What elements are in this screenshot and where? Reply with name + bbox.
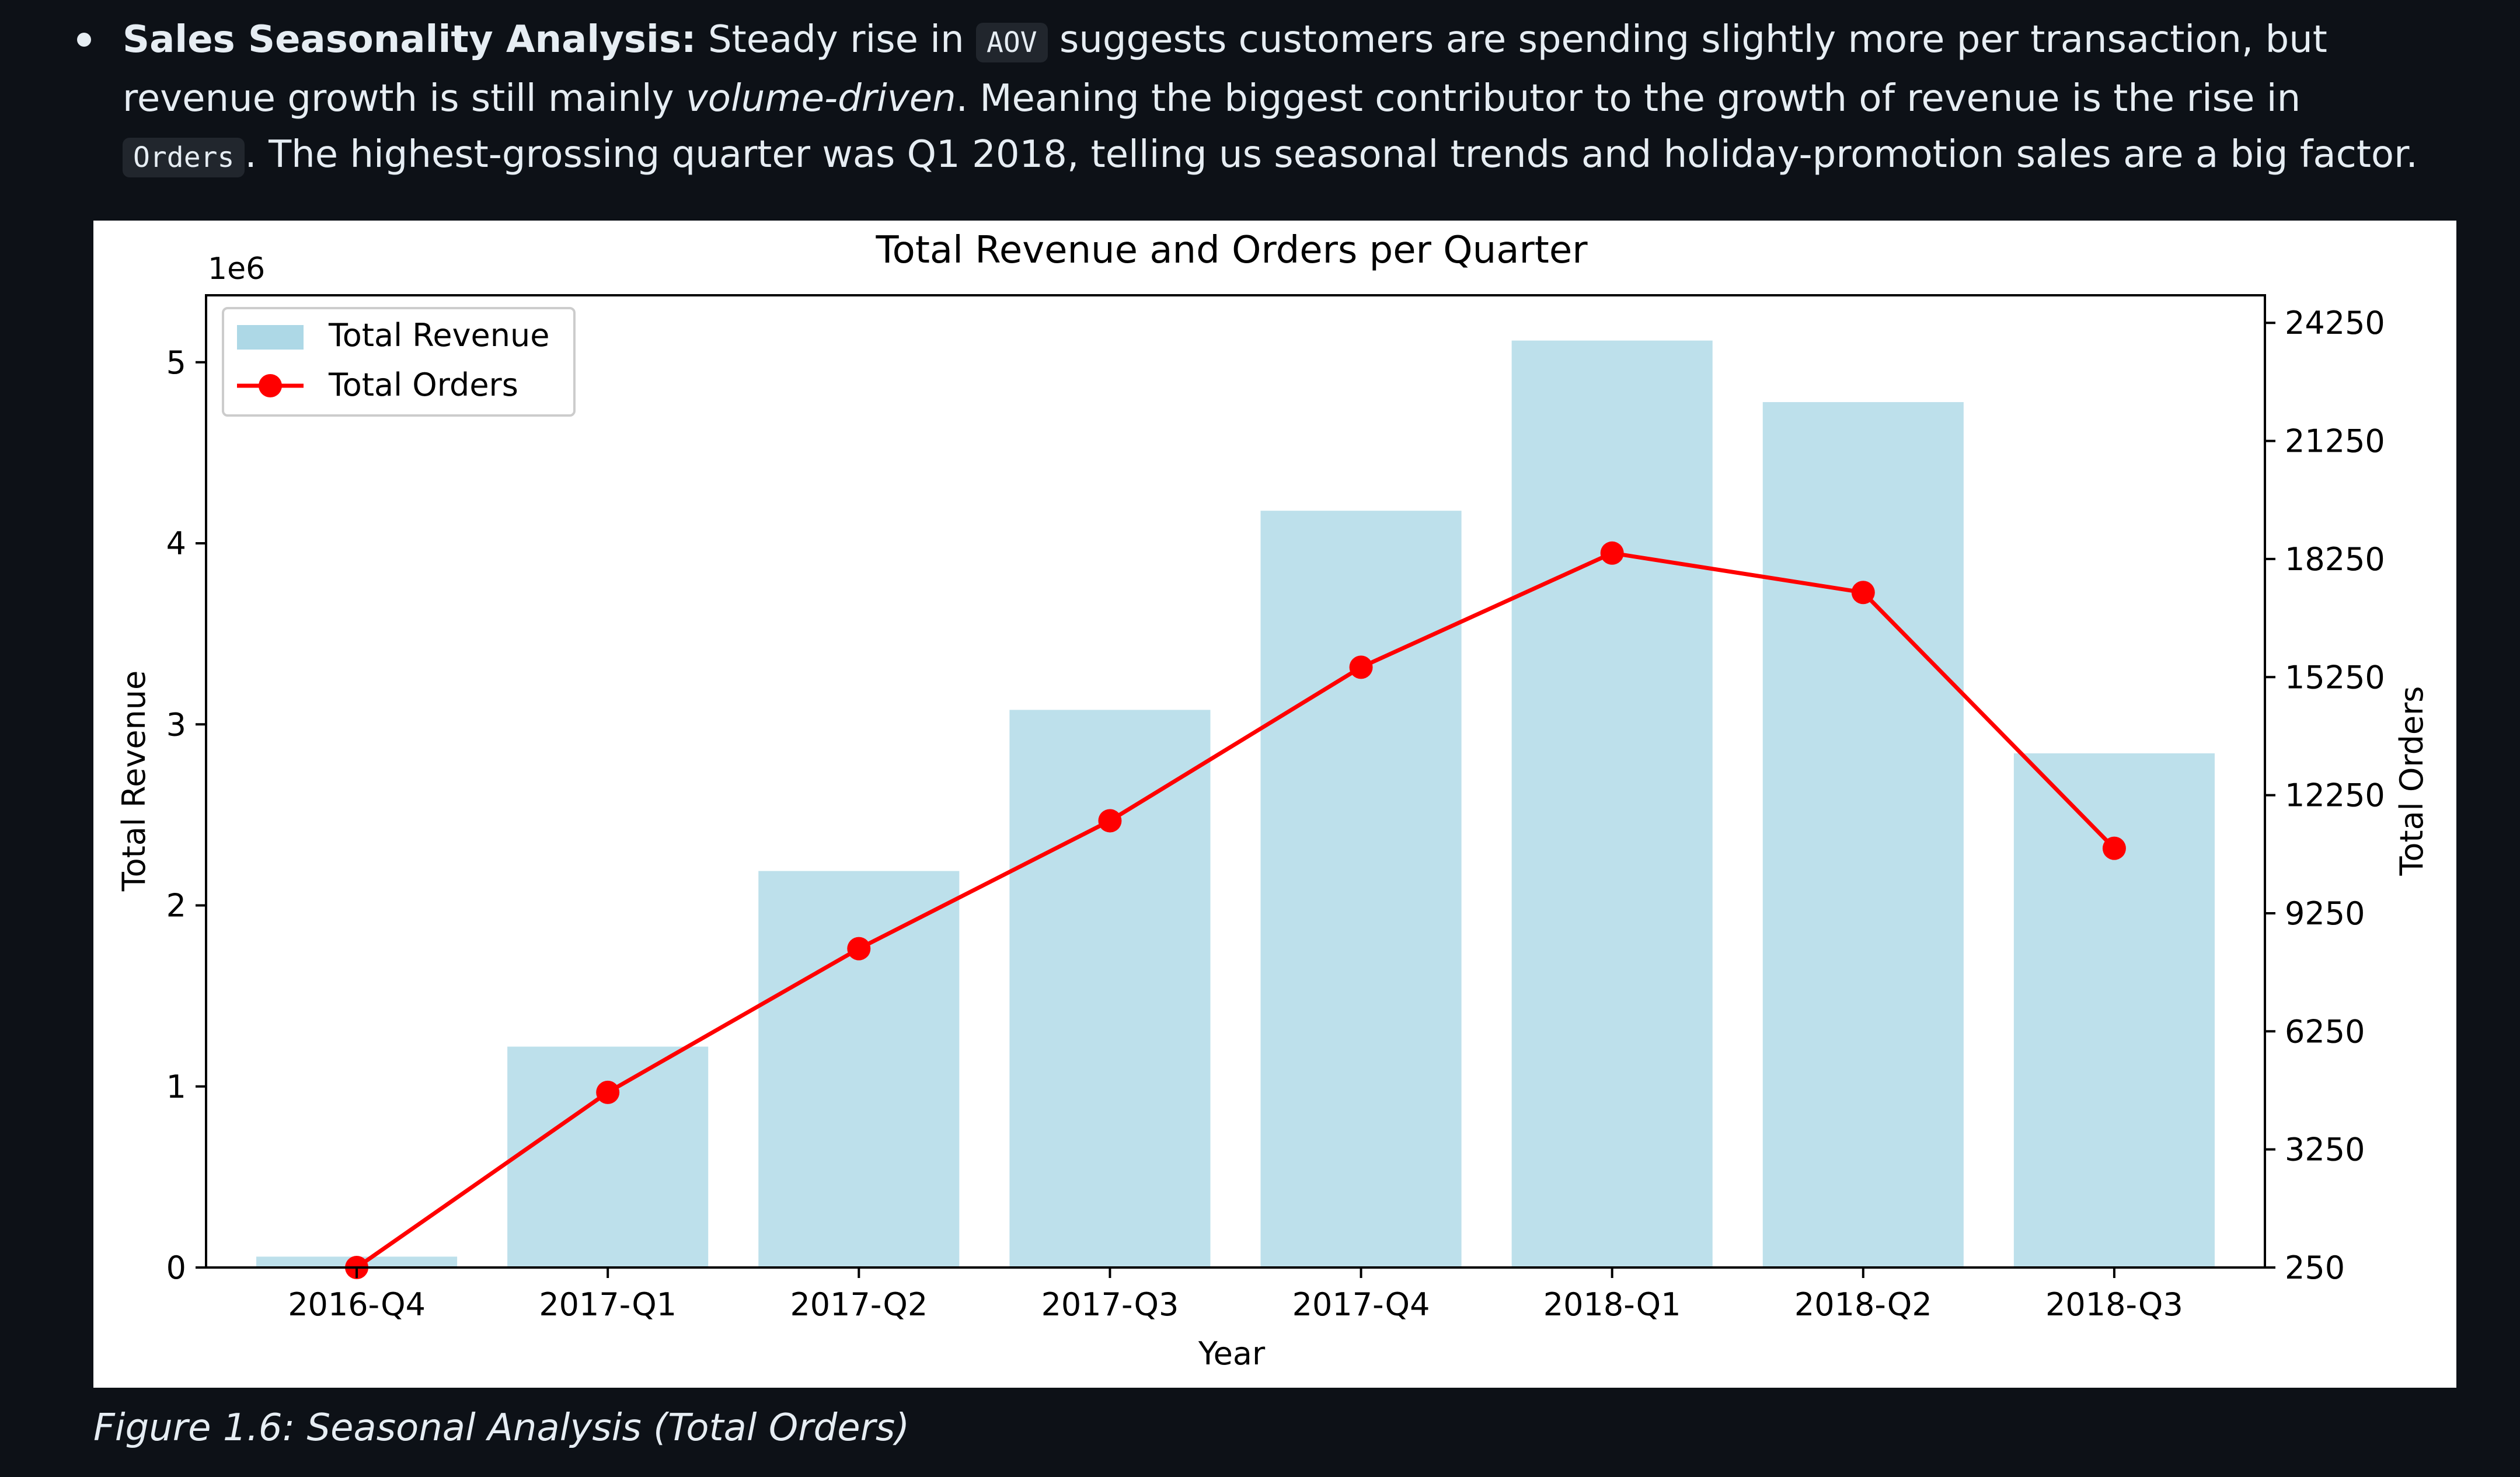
revenue-bar bbox=[1260, 511, 1462, 1268]
chart-figure: Total Revenue and Orders per Quarter 1e6… bbox=[93, 221, 2456, 1388]
orders-point bbox=[1851, 581, 1875, 605]
revenue-bar bbox=[1762, 402, 1964, 1268]
y-tick-label-right: 24250 bbox=[2285, 305, 2385, 341]
legend-orders-marker bbox=[259, 374, 282, 397]
y-tick-label-left: 5 bbox=[166, 344, 186, 381]
y-tick-label-left: 2 bbox=[166, 888, 186, 924]
revenue-bar bbox=[2013, 753, 2215, 1268]
code-aov: AOV bbox=[975, 23, 1048, 62]
orders-point bbox=[1600, 541, 1624, 565]
text-run-2: suggests customers are spending slightly… bbox=[123, 18, 2327, 120]
y-tick-label-right: 9250 bbox=[2285, 895, 2365, 932]
orders-point bbox=[1098, 809, 1122, 833]
y-tick-label-right: 6250 bbox=[2285, 1013, 2365, 1050]
y-tick-label-left: 0 bbox=[166, 1249, 186, 1286]
chart-svg: Total Revenue and Orders per Quarter 1e6… bbox=[116, 229, 2430, 1372]
legend-frame bbox=[222, 307, 576, 417]
y-tick-label-right: 250 bbox=[2285, 1249, 2345, 1286]
x-tick-label: 2018-Q3 bbox=[2045, 1286, 2183, 1323]
chart-title: Total Revenue and Orders per Quarter bbox=[875, 229, 1588, 272]
y-tick-label-left: 3 bbox=[166, 706, 186, 743]
x-tick-label: 2017-Q1 bbox=[539, 1286, 677, 1323]
y-tick-label-right: 21250 bbox=[2285, 423, 2385, 460]
x-tick-label: 2017-Q3 bbox=[1041, 1286, 1179, 1323]
orders-line bbox=[355, 551, 2116, 1269]
x-axis-label: Year bbox=[1198, 1335, 1266, 1372]
line-group bbox=[345, 541, 2126, 1279]
x-tick-label: 2018-Q1 bbox=[1543, 1286, 1681, 1323]
bullet-paragraph: Sales Seasonality Analysis: Steady rise … bbox=[77, 12, 2446, 186]
orders-point bbox=[596, 1080, 620, 1104]
legend: Total Revenue Total Orders bbox=[222, 307, 576, 417]
y-offset-label: 1e6 bbox=[208, 252, 265, 287]
orders-point bbox=[1349, 655, 1373, 679]
y-tick-label-right: 3250 bbox=[2285, 1132, 2365, 1168]
bars-group bbox=[256, 340, 2215, 1268]
y-tick-label-left: 1 bbox=[166, 1069, 186, 1105]
y-tick-label-left: 4 bbox=[166, 525, 186, 562]
text-run-1: Steady rise in bbox=[696, 18, 976, 61]
legend-orders-label: Total Orders bbox=[328, 366, 518, 403]
text-run-3: . Meaning the biggest contributor to the… bbox=[956, 77, 2301, 120]
axes-group: 0 1 2 3 4 5 250 3250 6250 9250 12250 15250 18250 2125… bbox=[166, 294, 2385, 1323]
bullet-heading: Sales Seasonality Analysis: bbox=[123, 18, 696, 61]
y-axis-label-right: Total Orders bbox=[2393, 686, 2430, 877]
legend-revenue-label: Total Revenue bbox=[328, 317, 549, 354]
legend-revenue-swatch bbox=[237, 325, 304, 350]
emphasis-volume-driven: volume-driven bbox=[685, 77, 956, 120]
bullet-dot bbox=[77, 33, 91, 47]
text-run-4: . The highest-grossing quarter was Q1 20… bbox=[245, 133, 2418, 176]
y-tick-label-right: 18250 bbox=[2285, 541, 2385, 578]
x-tick-label: 2017-Q2 bbox=[790, 1286, 928, 1323]
orders-point bbox=[847, 937, 871, 961]
figure-caption: Figure 1.6: Seasonal Analysis (Total Ord… bbox=[93, 1406, 910, 1450]
revenue-bar bbox=[507, 1046, 709, 1268]
revenue-bar bbox=[758, 871, 960, 1268]
orders-point bbox=[2102, 836, 2126, 860]
x-tick-label: 2017-Q4 bbox=[1292, 1286, 1430, 1323]
y-tick-label-right: 12250 bbox=[2285, 777, 2385, 814]
plot-frame bbox=[205, 294, 2266, 1269]
revenue-bar bbox=[1009, 710, 1211, 1268]
code-orders: Orders bbox=[123, 138, 245, 177]
y-tick-label-right: 15250 bbox=[2285, 659, 2385, 696]
y-axis-label-left: Total Revenue bbox=[116, 671, 152, 892]
revenue-bar bbox=[1511, 340, 1713, 1268]
x-tick-label: 2018-Q2 bbox=[1794, 1286, 1932, 1323]
x-tick-label: 2016-Q4 bbox=[288, 1286, 426, 1323]
